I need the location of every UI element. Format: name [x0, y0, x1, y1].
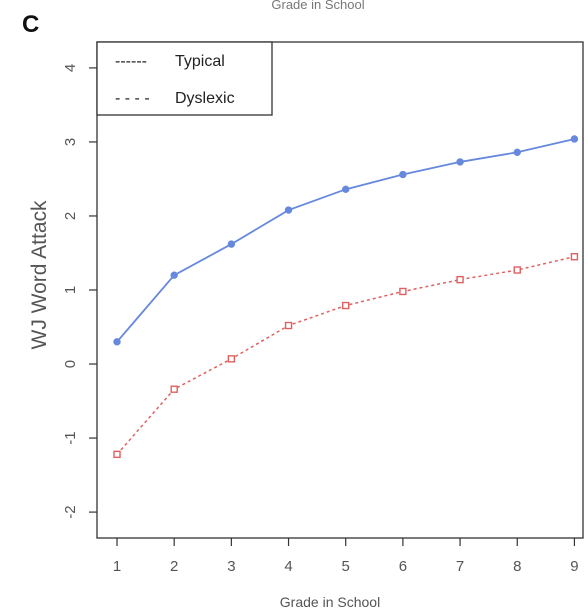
- series-line-typical: [116, 138, 575, 343]
- data-point-typical: [513, 148, 521, 157]
- series-line-dyslexic: [116, 255, 575, 455]
- y-tick-label: 3: [62, 138, 79, 146]
- y-tick-label: 2: [62, 212, 79, 220]
- legend-dash-typical: ------: [115, 53, 147, 70]
- x-axis: 1 2 3 4 5 6 7 8 9: [113, 538, 579, 575]
- data-point-typical: [342, 185, 350, 194]
- data-point-typical: [456, 158, 464, 166]
- x-axis-title: Grade in School: [280, 594, 380, 610]
- x-tick-label: 5: [342, 558, 350, 575]
- data-point-typical: [399, 170, 407, 179]
- data-point-dyslexic: [342, 301, 350, 310]
- x-tick-label: 8: [513, 558, 521, 575]
- x-tick-label: 9: [570, 558, 578, 575]
- data-point-dyslexic: [284, 321, 293, 330]
- data-point-dyslexic: [456, 275, 464, 284]
- legend-dash-dyslexic: - - - -: [115, 90, 150, 107]
- data-point-typical: [113, 338, 121, 346]
- data-point-dyslexic: [227, 355, 236, 363]
- data-point-typical: [170, 271, 178, 279]
- legend: ------ Typical - - - - Dyslexic: [96, 41, 273, 116]
- x-tick-label: 3: [227, 558, 235, 575]
- x-tick-label: 1: [113, 558, 121, 575]
- top-caption: Grade in School: [271, 0, 364, 12]
- legend-box: [96, 41, 273, 116]
- series-layer: [113, 135, 579, 459]
- data-point-typical: [570, 135, 579, 143]
- plot-frame: [96, 41, 584, 539]
- y-tick-label: 0: [62, 360, 79, 368]
- data-point-dyslexic: [399, 287, 407, 296]
- data-point-dyslexic: [170, 385, 178, 393]
- y-axis-title: WJ Word Attack: [28, 200, 51, 349]
- y-tick-label: 4: [62, 64, 79, 72]
- y-tick-label: -1: [62, 431, 79, 444]
- data-point-dyslexic: [513, 266, 521, 274]
- data-point-typical: [284, 206, 293, 214]
- data-point-dyslexic: [113, 450, 121, 459]
- y-axis: -2 -1 0 1 2 3 4: [62, 64, 97, 519]
- x-tick-label: 4: [284, 558, 292, 575]
- x-tick-label: 2: [170, 558, 178, 575]
- legend-label-typical: Typical: [175, 53, 225, 70]
- x-tick-label: 7: [456, 558, 464, 575]
- panel-label: C: [22, 11, 39, 38]
- y-tick-label: -2: [62, 505, 79, 518]
- data-point-typical: [227, 240, 236, 248]
- legend-label-dyslexic: Dyslexic: [175, 90, 235, 107]
- y-tick-label: 1: [62, 286, 79, 294]
- x-tick-label: 6: [399, 558, 407, 575]
- data-point-dyslexic: [570, 252, 579, 261]
